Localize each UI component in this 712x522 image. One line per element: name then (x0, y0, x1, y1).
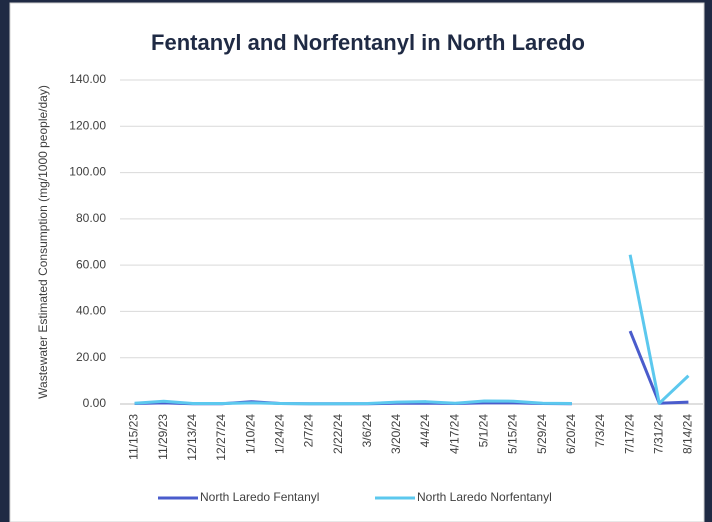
y-tick-label: 0.00 (83, 396, 107, 410)
series-line (134, 254, 690, 406)
x-tick-label: 8/14/24 (681, 414, 695, 454)
x-tick-label: 3/20/24 (389, 414, 403, 454)
x-tick-label: 6/20/24 (564, 414, 578, 454)
y-tick-label: 80.00 (76, 211, 106, 225)
x-tick-label: 5/29/24 (535, 414, 549, 454)
x-tick-label: 11/29/23 (156, 414, 170, 460)
x-tick-label: 11/15/23 (127, 414, 141, 460)
x-tick-label: 12/13/24 (185, 414, 199, 461)
x-tick-label: 2/7/24 (302, 414, 316, 448)
chart-title: Fentanyl and Norfentanyl in North Laredo (151, 30, 585, 55)
y-tick-label: 140.00 (69, 72, 106, 86)
x-tick-label: 12/27/24 (214, 414, 228, 461)
x-tick-label: 4/4/24 (418, 414, 432, 448)
chart-area (9, 2, 705, 522)
legend-label: North Laredo Norfentanyl (417, 490, 552, 504)
x-tick-label: 4/17/24 (447, 414, 461, 454)
y-tick-label: 120.00 (69, 118, 106, 132)
x-tick-label: 3/6/24 (360, 414, 374, 448)
x-tick-label: 5/15/24 (506, 414, 520, 454)
y-axis-label: Wastewater Estimated Consumption (mg/100… (36, 85, 50, 399)
x-tick-label: 1/10/24 (243, 414, 257, 454)
legend-label: North Laredo Fentanyl (200, 490, 319, 504)
x-tick-label: 7/17/24 (622, 414, 636, 454)
y-tick-label: 20.00 (76, 350, 106, 364)
x-tick-label: 7/31/24 (651, 414, 665, 454)
y-tick-label: 100.00 (69, 165, 106, 179)
x-tick-label: 5/1/24 (477, 414, 491, 448)
x-tick-label: 7/3/24 (593, 414, 607, 448)
x-tick-label: 2/22/24 (331, 414, 345, 454)
x-tick-label: 1/24/24 (272, 414, 286, 454)
y-tick-label: 60.00 (76, 257, 106, 271)
y-tick-label: 40.00 (76, 304, 106, 318)
